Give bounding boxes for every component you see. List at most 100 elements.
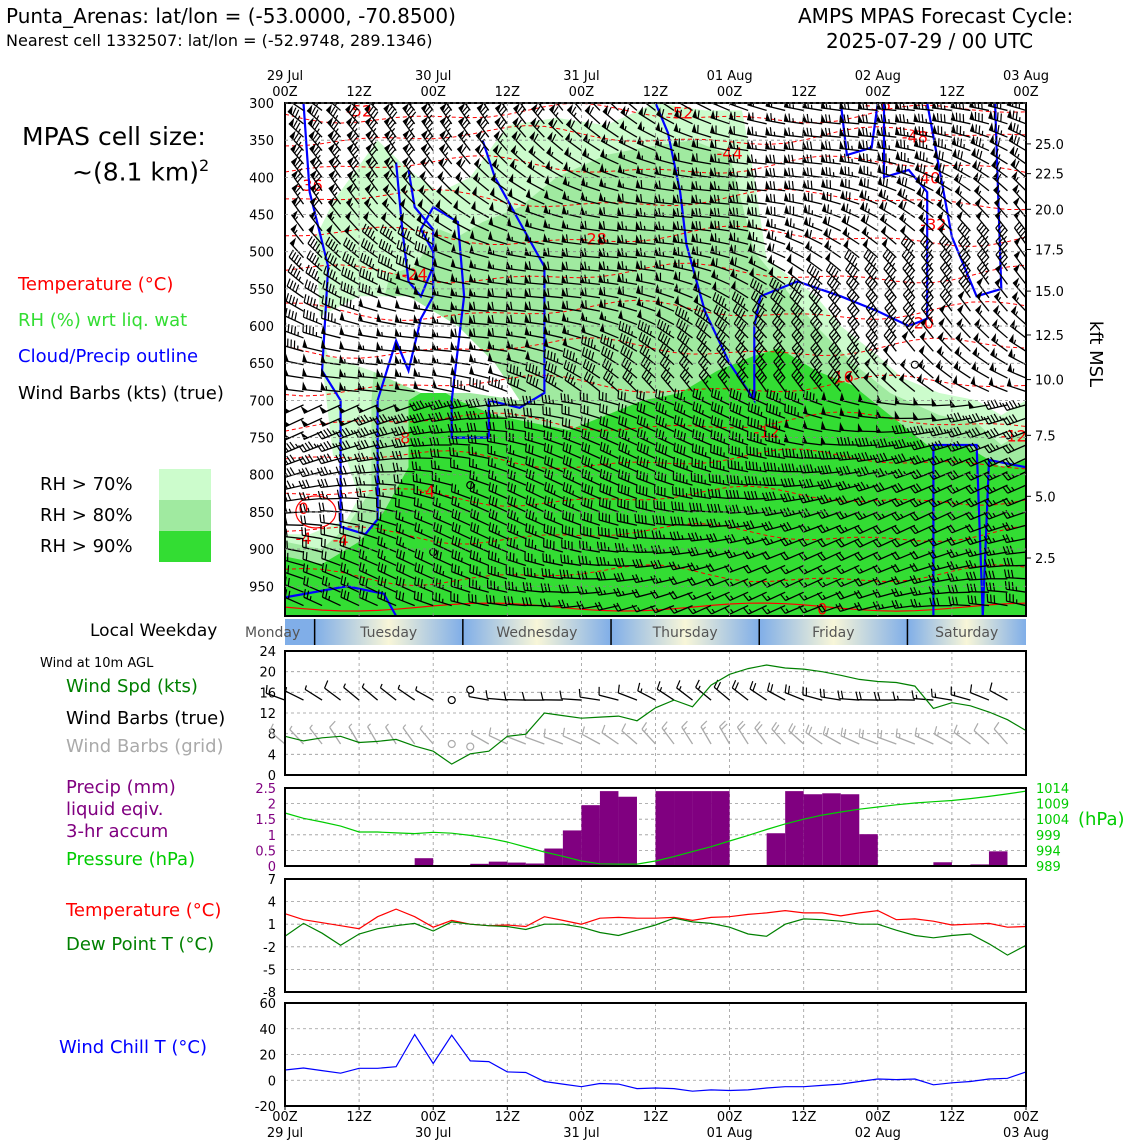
barb-pennant — [580, 274, 586, 283]
barb-shaft — [616, 241, 638, 245]
wind-barb — [429, 448, 452, 460]
barb-flag — [576, 601, 581, 610]
barb-flag — [311, 119, 318, 128]
barb-flag — [614, 558, 618, 567]
barb-flag — [416, 425, 421, 434]
barb-flag — [472, 484, 476, 493]
barb-flag — [696, 488, 699, 497]
barb-pennant — [543, 233, 549, 242]
barb-flag — [544, 568, 548, 577]
barb-flag — [296, 162, 303, 170]
barb-flag — [414, 449, 418, 459]
barb-flag — [324, 577, 328, 586]
barb-flag — [450, 400, 455, 409]
wind-barb — [285, 528, 304, 540]
barb-pennant — [309, 130, 316, 140]
wind-barb — [524, 301, 545, 312]
barb-pennant — [550, 90, 556, 99]
barb-flag — [676, 458, 679, 467]
wind-barb — [395, 522, 415, 540]
barb-pennant — [617, 297, 623, 307]
barb-flag — [430, 460, 433, 469]
barb-flag — [301, 527, 303, 536]
barb-flag — [564, 372, 569, 381]
barb-flag — [450, 412, 455, 421]
wind-barb — [487, 274, 508, 286]
barb-flag — [528, 538, 530, 547]
barb-shaft — [309, 200, 323, 218]
barb-shaft — [543, 240, 563, 245]
barb-flag — [594, 602, 600, 611]
barb-flag — [369, 230, 375, 239]
barb-pennant — [585, 104, 591, 114]
barb-pennant — [636, 284, 642, 294]
barb-flag — [461, 105, 469, 113]
wind-barb — [561, 261, 582, 272]
wind-barb — [617, 247, 638, 259]
wind-barb — [394, 341, 415, 352]
barb-pennant — [306, 92, 311, 101]
barb-flag — [361, 590, 365, 599]
wind-barb — [504, 420, 526, 433]
barb-shaft — [489, 193, 508, 205]
barb-flag — [608, 94, 612, 101]
barb-half-flag — [643, 252, 646, 257]
barb-half-flag — [380, 359, 383, 364]
wind-barb — [401, 170, 416, 192]
wind-barb — [341, 266, 360, 285]
barb-flag — [618, 428, 621, 437]
barb-half-flag — [399, 345, 402, 351]
barb-flag — [600, 542, 603, 551]
wind-barb — [488, 216, 508, 232]
barb-flag — [269, 338, 270, 346]
barb-pennant — [528, 145, 534, 155]
barb-shaft — [524, 295, 545, 299]
barb-shaft — [519, 103, 527, 111]
wind-barb — [543, 455, 564, 473]
wind-barb — [302, 323, 323, 339]
barb-flag — [491, 537, 494, 546]
wind-barb — [488, 508, 508, 526]
barb-pennant — [636, 164, 641, 174]
barb-shaft — [561, 281, 582, 286]
barb-pennant — [403, 143, 410, 152]
barb-flag — [476, 498, 479, 507]
barb-half-flag — [298, 168, 303, 173]
wind-barb — [469, 377, 489, 393]
barb-flag — [270, 264, 274, 271]
wind-barb — [475, 130, 490, 151]
wind-barb — [364, 103, 379, 125]
barb-pennant — [376, 381, 382, 390]
barb-flag — [608, 500, 611, 509]
barb-shaft — [413, 321, 434, 326]
barb-pennant — [581, 162, 587, 172]
barb-flag — [594, 587, 600, 596]
barb-pennant — [598, 220, 604, 230]
legend-cloud: Cloud/Precip outline — [18, 346, 199, 367]
barb-flag — [486, 433, 489, 442]
barb-half-flag — [372, 128, 377, 133]
barb-pennant — [567, 103, 573, 114]
barb-flag — [432, 522, 436, 531]
wind-barb — [427, 399, 452, 411]
barb-flag — [369, 159, 376, 167]
barb-flag — [624, 444, 628, 454]
barb-flag — [587, 498, 590, 508]
wind-barb — [618, 134, 638, 152]
barb-shaft — [285, 417, 304, 428]
isotherm-zero-line — [285, 602, 1026, 612]
barb-flag — [526, 373, 530, 383]
wind-barb — [340, 281, 360, 299]
barb-shaft — [432, 279, 452, 286]
barb-half-flag — [590, 477, 593, 482]
wind-barb — [291, 210, 305, 232]
wind-barb — [510, 144, 527, 165]
barb-shaft — [635, 254, 656, 259]
wind-barb — [358, 562, 378, 580]
barb-flag — [361, 464, 366, 473]
barb-half-flag — [478, 163, 482, 169]
barb-flag — [627, 374, 633, 383]
barb-pennant — [599, 163, 605, 173]
wind-barb — [290, 223, 305, 245]
barb-flag — [372, 417, 378, 425]
